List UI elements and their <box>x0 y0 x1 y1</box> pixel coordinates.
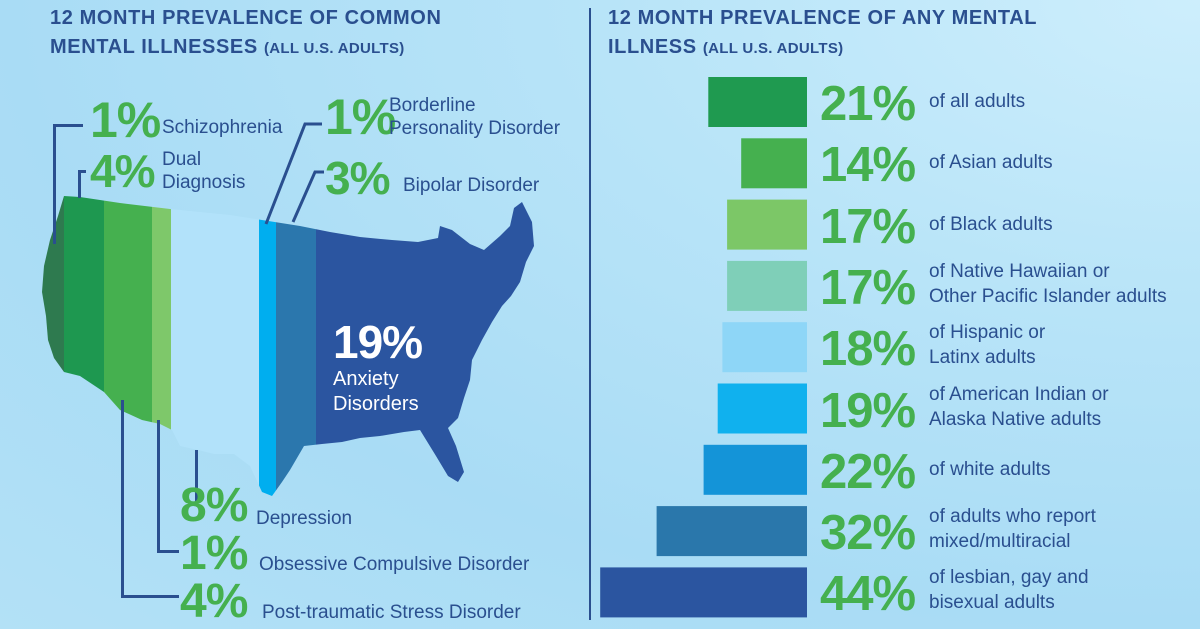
bar-value-label: 21% <box>820 77 916 131</box>
right-title: 12 MONTH PREVALENCE OF ANY MENTAL ILLNES… <box>608 4 1037 63</box>
bar-category-label-line: mixed/multiracial <box>929 531 1071 553</box>
bar-value-label: 17% <box>820 199 916 254</box>
anxiety-label: Anxiety Disorders <box>333 367 419 417</box>
bar <box>741 138 807 189</box>
anxiety-label-line2: Disorders <box>333 393 419 415</box>
dual-leader-h <box>78 170 86 173</box>
bar-value-label: 17% <box>820 260 916 315</box>
bar-value-label: 44% <box>820 567 916 622</box>
bar-category-label-line: of all adults <box>929 91 1026 112</box>
dual-leader-v <box>78 170 81 198</box>
bar-value-label: 14% <box>820 138 916 193</box>
left-title-note: (ALL U.S. ADULTS) <box>263 40 405 57</box>
ptsd-label: Post-traumatic Stress Disorder <box>262 602 521 623</box>
bar-category-label: of adults who report mixed/multiracial <box>929 504 1096 554</box>
bar <box>708 77 807 127</box>
bar-category-label: of white adults <box>929 457 1050 482</box>
dual-label-line1: Dual <box>162 149 202 170</box>
bar-category-label-line: bisexual adults <box>929 592 1055 614</box>
bipolar-label: Bipolar Disorder <box>403 175 540 196</box>
anxiety-pct: 19% <box>333 316 423 368</box>
bar-category-label-line: of lesbian, gay and <box>929 567 1089 589</box>
map-band-ptsd <box>152 196 171 496</box>
schizophrenia-label: Schizophrenia <box>162 117 283 138</box>
bar-category-label-line: of adults who report <box>929 506 1096 528</box>
left-title-line1: 12 MONTH PREVALENCE OF COMMON <box>50 7 442 29</box>
bar-value-label: 32% <box>820 506 916 561</box>
borderline-pct: 1% <box>325 89 396 145</box>
right-title-line1: 12 MONTH PREVALENCE OF ANY MENTAL <box>608 7 1038 29</box>
bar <box>727 199 807 250</box>
left-title: 12 MONTH PREVALENCE OF COMMON MENTAL ILL… <box>50 4 442 63</box>
borderline-label-line1: Borderline <box>389 95 476 116</box>
borderline-leader <box>264 122 322 225</box>
ocd-leader-v <box>157 420 160 553</box>
bar-category-label-line: of Black adults <box>929 213 1053 235</box>
bipolar-leader <box>291 170 324 223</box>
bar-category-label: of Native Hawaiian or Other Pacific Islan… <box>929 259 1167 309</box>
anxiety-label-line1: Anxiety <box>333 368 399 390</box>
schizophrenia-leader-h <box>53 124 83 127</box>
ptsd-leader-h <box>121 595 179 598</box>
schizophrenia-leader-v <box>53 124 56 244</box>
bar-value-label: 18% <box>820 322 916 377</box>
bar-category-label-line: Alaska Native adults <box>929 408 1102 430</box>
map-band-depression <box>171 196 259 496</box>
schizophrenia-pct: 1% <box>90 92 161 148</box>
bar <box>703 444 807 495</box>
bar-value-label: 19% <box>820 383 916 438</box>
bar-category-label-line: Other Pacific Islander adults <box>929 285 1167 307</box>
bar-category-label: of Black adults <box>929 212 1053 237</box>
bipolar-pct: 3% <box>325 152 390 204</box>
bar-category-label-line: of American Indian or <box>929 383 1109 405</box>
bar-category-label: of Hispanic or Latinx adults <box>929 320 1045 370</box>
bar <box>727 260 807 311</box>
bar-category-label-line: of Asian adults <box>929 152 1053 174</box>
ocd-pct: 1% <box>180 527 248 580</box>
bar-category-label-line: of Native Hawaiian or <box>929 260 1110 282</box>
depression-leader <box>195 450 198 502</box>
ocd-label: Obsessive Compulsive Disorder <box>259 554 530 575</box>
ptsd-pct: 4% <box>180 575 248 628</box>
bar-category-label: of all adults <box>929 89 1025 114</box>
bar-category-label-line: Latinx adults <box>929 347 1036 369</box>
bar <box>600 567 807 618</box>
depression-label: Depression <box>256 508 353 529</box>
bar-category-label-line: of white adults <box>929 458 1051 480</box>
map-band-borderline <box>259 196 276 496</box>
bar-category-label: of American Indian or Alaska Native adult… <box>929 382 1109 432</box>
bar-category-label: of Asian adults <box>929 150 1053 175</box>
bar-category-label-line: of Hispanic or <box>929 322 1046 344</box>
depression-pct: 8% <box>180 479 248 532</box>
bar <box>717 383 807 434</box>
panel-divider <box>589 8 591 620</box>
bar <box>656 506 807 557</box>
borderline-label-line2: Personality Disorder <box>389 118 561 139</box>
right-title-note: (ALL U.S. ADULTS) <box>702 40 844 57</box>
bar <box>722 322 807 373</box>
dual-label-line2: Diagnosis <box>162 172 246 193</box>
bar-value-label: 22% <box>820 444 916 499</box>
dual-pct: 4% <box>90 145 155 197</box>
ptsd-leader-v <box>121 400 124 598</box>
left-title-line2: MENTAL ILLNESSES <box>50 36 258 58</box>
bar-category-label: of lesbian, gay and bisexual adults <box>929 565 1089 615</box>
right-title-line2: ILLNESS <box>608 36 697 58</box>
ocd-leader-h <box>157 550 179 553</box>
